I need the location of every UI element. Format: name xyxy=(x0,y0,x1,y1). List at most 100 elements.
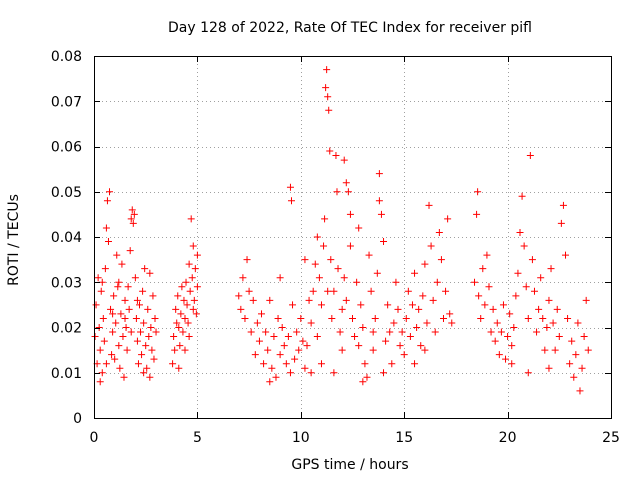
data-point xyxy=(338,346,346,354)
data-point xyxy=(421,346,429,354)
data-point xyxy=(508,360,516,368)
data-point xyxy=(108,351,116,359)
data-point xyxy=(148,346,156,354)
data-point xyxy=(516,228,524,236)
data-point xyxy=(120,373,128,381)
data-point xyxy=(553,305,561,313)
data-point xyxy=(96,378,104,386)
data-point xyxy=(101,265,109,273)
data-point xyxy=(144,305,152,313)
data-point xyxy=(309,287,317,295)
data-point xyxy=(193,251,201,259)
data-point xyxy=(359,324,367,331)
data-point xyxy=(433,278,441,286)
data-point xyxy=(255,337,263,345)
data-point xyxy=(169,360,177,368)
data-point xyxy=(112,319,120,327)
data-point xyxy=(152,328,160,336)
data-point xyxy=(245,287,253,295)
data-point xyxy=(549,319,557,327)
data-point xyxy=(239,274,247,282)
data-point xyxy=(564,314,572,322)
y-tick-label: 0.06 xyxy=(51,140,82,156)
data-point xyxy=(506,310,514,318)
data-point xyxy=(253,319,261,327)
data-point xyxy=(533,328,541,336)
y-tick-labels: 0 0.01 0.02 0.03 0.04 0.05 0.06 0.07 0.08 xyxy=(51,49,82,427)
data-point xyxy=(95,324,103,331)
data-point xyxy=(471,278,479,286)
data-point xyxy=(185,333,193,341)
data-point xyxy=(340,274,348,282)
data-point xyxy=(100,337,108,345)
data-point xyxy=(576,387,584,395)
data-point xyxy=(287,197,295,205)
data-point xyxy=(495,351,503,359)
data-point xyxy=(130,210,138,218)
data-point xyxy=(479,265,487,273)
data-point xyxy=(545,364,553,372)
data-point xyxy=(417,342,425,350)
data-point xyxy=(111,355,119,363)
data-point xyxy=(499,301,507,309)
data-point xyxy=(125,305,133,313)
y-tick-label: 0.01 xyxy=(51,366,82,382)
data-point xyxy=(330,287,338,295)
data-point xyxy=(555,333,563,341)
data-point xyxy=(402,314,410,322)
data-point xyxy=(421,260,429,268)
data-point xyxy=(299,337,307,345)
data-point xyxy=(394,305,402,313)
data-point xyxy=(260,360,268,368)
data-point xyxy=(317,301,325,309)
data-point xyxy=(582,296,590,304)
x-tick-label: 0 xyxy=(90,430,99,446)
data-point xyxy=(297,314,305,322)
data-point xyxy=(566,360,574,368)
data-point xyxy=(547,265,555,273)
data-point xyxy=(97,287,105,295)
data-point xyxy=(188,274,196,282)
data-point xyxy=(427,242,435,250)
data-point xyxy=(551,346,559,354)
data-point xyxy=(301,256,309,264)
data-point xyxy=(276,351,284,359)
data-point xyxy=(375,170,383,178)
data-point xyxy=(349,314,356,322)
data-point xyxy=(193,283,201,291)
data-point xyxy=(365,251,373,259)
data-point xyxy=(373,269,381,277)
data-point xyxy=(118,260,126,268)
data-point xyxy=(342,179,350,187)
data-point xyxy=(293,328,301,336)
x-tick-labels: 0 5 10 15 20 25 xyxy=(90,430,620,446)
data-point xyxy=(175,364,183,372)
data-point xyxy=(235,292,243,300)
data-point xyxy=(104,238,112,246)
data-point xyxy=(510,324,518,331)
data-point xyxy=(182,278,190,286)
data-point xyxy=(247,328,255,336)
data-point xyxy=(371,314,379,322)
data-point xyxy=(170,333,178,341)
data-point xyxy=(442,287,450,295)
chart-title: Day 128 of 2022, Rate Of TEC Index for r… xyxy=(168,20,532,36)
data-point xyxy=(307,369,315,377)
data-point xyxy=(272,373,280,381)
data-point xyxy=(336,328,344,336)
data-point xyxy=(320,242,328,250)
data-point xyxy=(475,292,483,300)
data-point xyxy=(268,364,276,372)
data-point xyxy=(151,314,159,322)
data-point xyxy=(315,274,323,282)
data-point xyxy=(99,314,107,322)
data-point xyxy=(186,287,194,295)
data-point xyxy=(326,147,334,155)
data-point xyxy=(115,278,123,286)
data-point xyxy=(117,310,125,318)
data-point xyxy=(146,373,154,381)
data-point xyxy=(134,360,142,368)
y-tick-label: 0.08 xyxy=(51,49,82,65)
x-tick-label: 25 xyxy=(602,430,620,446)
data-point xyxy=(264,346,272,354)
